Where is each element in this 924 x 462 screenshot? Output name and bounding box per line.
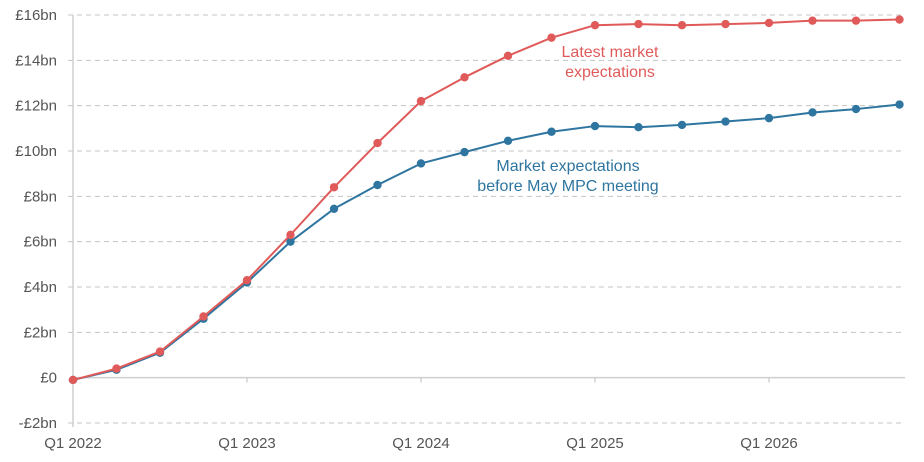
data-point bbox=[460, 73, 469, 82]
data-point bbox=[329, 183, 339, 192]
data-point bbox=[721, 117, 730, 126]
data-point bbox=[895, 15, 904, 24]
y-tick-label: £12bn bbox=[15, 98, 57, 115]
data-point bbox=[503, 136, 513, 145]
y-tick-label: £2bn bbox=[24, 324, 57, 341]
y-tick-label: £0 bbox=[40, 370, 57, 387]
data-point bbox=[547, 33, 556, 42]
series-latest bbox=[68, 15, 904, 385]
data-point bbox=[590, 121, 600, 131]
data-point bbox=[851, 16, 861, 25]
data-point bbox=[808, 108, 817, 117]
series bbox=[68, 15, 904, 385]
data-point bbox=[286, 230, 295, 240]
x-tick-label: Q1 2026 bbox=[740, 435, 798, 452]
data-point bbox=[721, 19, 730, 29]
series-before-may-mpc bbox=[68, 100, 904, 385]
data-point bbox=[851, 104, 861, 114]
data-point bbox=[155, 347, 165, 356]
x-tick-labels: Q1 2022 Q1 2023 Q1 2024 Q1 2025 Q1 2026 bbox=[44, 435, 798, 452]
series-line bbox=[72, 103, 900, 381]
y-tick-label: £10bn bbox=[15, 143, 57, 160]
series-annotation: expectations bbox=[565, 64, 655, 81]
data-point bbox=[808, 16, 817, 25]
series-annotation: before May MPC meeting bbox=[477, 178, 658, 195]
data-point bbox=[286, 237, 295, 246]
x-tick-label: Q1 2023 bbox=[218, 435, 276, 452]
x-tick-label: Q1 2025 bbox=[566, 435, 624, 452]
series-line bbox=[72, 18, 900, 381]
data-point bbox=[416, 159, 426, 168]
data-point bbox=[199, 312, 208, 321]
y-tick-label: -£2bn bbox=[19, 415, 57, 432]
y-tick-label: £8bn bbox=[24, 188, 57, 205]
x-tick-label: Q1 2022 bbox=[44, 435, 102, 452]
data-point bbox=[634, 123, 643, 132]
data-point bbox=[764, 113, 774, 123]
y-tick-label: £6bn bbox=[24, 234, 57, 251]
data-point bbox=[503, 51, 513, 60]
y-tick-labels: -£2bn £0 £2bn £4bn £6bn £8bn £10bn £12bn £14bn £1… bbox=[15, 7, 57, 432]
y-tick-label: £14bn bbox=[15, 52, 57, 69]
data-point bbox=[677, 120, 687, 130]
y-tick-label: £4bn bbox=[24, 279, 57, 296]
data-point bbox=[677, 21, 687, 30]
data-point bbox=[112, 364, 121, 373]
data-point bbox=[373, 138, 382, 148]
data-point bbox=[329, 204, 339, 213]
data-point bbox=[242, 276, 252, 285]
data-point bbox=[895, 100, 904, 109]
axes bbox=[72, 15, 905, 427]
series-annotation: Market expectations bbox=[496, 158, 639, 175]
data-point bbox=[416, 96, 426, 106]
data-point bbox=[764, 18, 774, 28]
data-point bbox=[547, 127, 556, 136]
data-point bbox=[590, 21, 600, 30]
data-point bbox=[373, 180, 382, 190]
x-tick-label: Q1 2024 bbox=[392, 435, 450, 452]
annotations: Market expectations before May MPC meetin… bbox=[477, 44, 659, 195]
y-tick-label: £16bn bbox=[15, 7, 57, 24]
data-point bbox=[460, 147, 469, 157]
data-point bbox=[634, 19, 643, 29]
gridlines bbox=[68, 14, 905, 424]
data-point bbox=[68, 375, 78, 385]
series-annotation: Latest market bbox=[562, 44, 659, 61]
